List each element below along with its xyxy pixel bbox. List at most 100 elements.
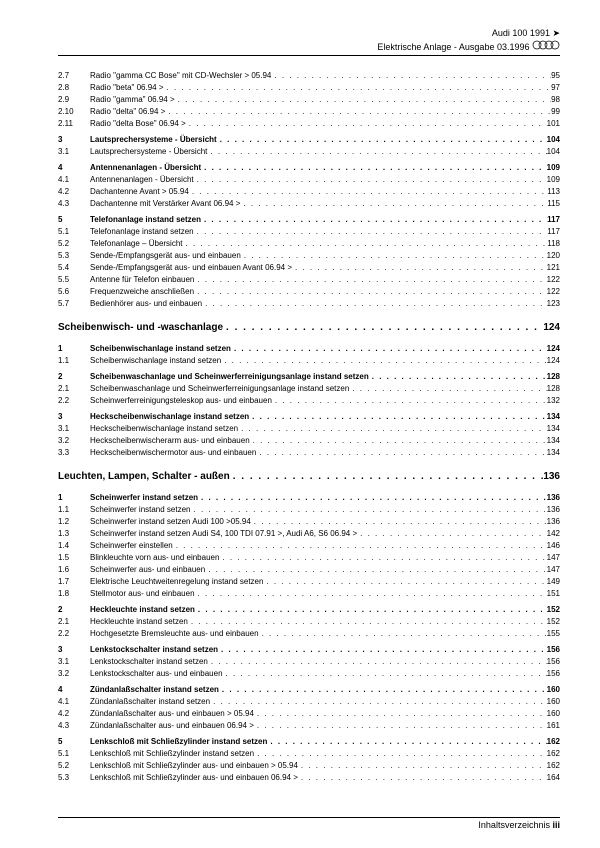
toc-dots: [223, 668, 547, 680]
toc-dots: [254, 748, 547, 760]
toc-number: 5.7: [58, 298, 90, 310]
toc-dots: [240, 198, 547, 210]
toc-row: 5.2Lenkschloß mit Schließzylinder aus- u…: [58, 760, 560, 772]
toc-dots: [292, 262, 547, 274]
toc-row: 1.8Stellmotor aus- und einbauen151: [58, 588, 560, 600]
toc-page: 128: [547, 371, 560, 383]
toc-page: 160: [547, 696, 560, 708]
toc-number: 5.3: [58, 250, 90, 262]
page-footer: Inhaltsverzeichnis iii: [58, 817, 560, 830]
toc-page: 113: [547, 186, 560, 198]
toc-row: 2Heckleuchte instand setzen152: [58, 604, 560, 616]
toc-dots: [369, 371, 547, 383]
toc-page: 155: [547, 628, 560, 640]
toc-title: Scheinwerfer instand setzen: [90, 504, 191, 516]
toc-title: Bedienhörer aus- und einbauen: [90, 298, 202, 310]
toc-number: 5: [58, 736, 90, 748]
toc-page: 156: [547, 668, 560, 680]
toc-dots: [175, 94, 551, 106]
toc-title: Zündanlaßschalter aus- und einbauen 06.9…: [90, 720, 254, 732]
toc-dots: [349, 383, 546, 395]
toc-dots: [195, 604, 547, 616]
toc-number: 4.1: [58, 696, 90, 708]
toc-title: Zündanlaßschalter instand setzen: [90, 696, 210, 708]
toc-title: Antennenanlagen - Übersicht: [90, 162, 201, 174]
toc-row: 4.3Zündanlaßschalter aus- und einbauen 0…: [58, 720, 560, 732]
toc-number: 1.8: [58, 588, 90, 600]
toc-page: 122: [547, 286, 560, 298]
toc-page: 151: [547, 588, 560, 600]
toc-number: 3.1: [58, 423, 90, 435]
toc-page: 128: [547, 383, 560, 395]
toc-title: Heckscheibenwischerarm aus- und einbauen: [90, 435, 250, 447]
toc-title: Lenkstockschalter instand setzen: [90, 656, 208, 668]
toc-title: Elektrische Leuchtweitenregelung instand…: [90, 576, 263, 588]
toc-row: 4Antennenanlagen - Übersicht109: [58, 162, 560, 174]
toc-row: 5.5Antenne für Telefon einbauen122: [58, 274, 560, 286]
toc-row: 3.1Heckscheibenwischanlage instand setze…: [58, 423, 560, 435]
toc-dots: [191, 504, 547, 516]
toc-number: 2.2: [58, 395, 90, 407]
toc-dots: [198, 492, 547, 504]
toc-number: 5.6: [58, 286, 90, 298]
toc-title: Blinkleuchte vorn aus- und einbauen: [90, 552, 219, 564]
toc-dots: [263, 576, 546, 588]
toc-row: 2.1Heckleuchte instand setzen152: [58, 616, 560, 628]
toc-dots: [249, 411, 546, 423]
toc-dots: [272, 395, 547, 407]
toc-page: 134: [547, 435, 560, 447]
toc-row: 2.11Radio "delta Bose" 06.94 >101: [58, 118, 560, 130]
toc-number: 3.1: [58, 146, 90, 158]
toc-title: Heckscheibenwischanlage instand setzen: [90, 423, 238, 435]
toc-dots: [189, 186, 547, 198]
toc-page: 132: [547, 395, 560, 407]
toc-page: 162: [547, 736, 560, 748]
toc-number: 3.3: [58, 447, 90, 459]
toc-number: 5.4: [58, 262, 90, 274]
toc-dots: [231, 343, 547, 355]
toc-row: 5.2Telefonanlage – Übersicht118: [58, 238, 560, 250]
toc-number: 3.1: [58, 656, 90, 668]
toc-dots: [219, 552, 546, 564]
toc-page: 117: [547, 226, 560, 238]
toc-number: 2.1: [58, 383, 90, 395]
toc-title: Lautsprechersysteme - Übersicht: [90, 146, 207, 158]
toc-title: Scheinwerfer instand setzen Audi S4, 100…: [90, 528, 357, 540]
toc-page: 134: [547, 411, 560, 423]
toc-number: 2.9: [58, 94, 90, 106]
toc-dots: [256, 447, 546, 459]
toc-page: 160: [547, 708, 560, 720]
toc-dots: [271, 70, 551, 82]
toc-row: 2.10Radio "delta" 06.94 >99: [58, 106, 560, 118]
toc-title: Scheinwerfer aus- und einbauen: [90, 564, 205, 576]
toc-number: 2.8: [58, 82, 90, 94]
toc-number: 2.10: [58, 106, 90, 118]
toc-dots: [210, 696, 547, 708]
toc-page: 115: [547, 198, 560, 210]
toc-title: Lenkschloß mit Schließzylinder aus- und …: [90, 772, 298, 784]
toc-row: 5.1Telefonanlage instand setzen117: [58, 226, 560, 238]
toc-number: 1.4: [58, 540, 90, 552]
footer-label: Inhaltsverzeichnis: [478, 820, 550, 830]
toc-number: 2.1: [58, 616, 90, 628]
toc-number: 2: [58, 604, 90, 616]
toc-number: 2: [58, 371, 90, 383]
toc-page: 149: [547, 576, 560, 588]
toc-row: 5.3Sende-/Empfangsgerät aus- und einbaue…: [58, 250, 560, 262]
toc-title: Radio "delta Bose" 06.94 >: [90, 118, 186, 130]
toc-page: 95: [551, 70, 560, 82]
toc-dots: [207, 146, 546, 158]
toc-dots: [238, 423, 547, 435]
toc-row: 5Telefonanlage instand setzen117: [58, 214, 560, 226]
toc-number: 3.2: [58, 668, 90, 680]
toc-dots: [195, 588, 547, 600]
toc-title: Sende-/Empfangsgerät aus- und einbauen A…: [90, 262, 292, 274]
toc-dots: [205, 564, 546, 576]
toc-title: Lenkstockschalter instand setzen: [90, 644, 218, 656]
toc-title: Scheinwerferreinigungsteleskop aus- und …: [90, 395, 272, 407]
toc-number: 1.1: [58, 355, 90, 367]
toc-row: 1.1Scheibenwischanlage instand setzen124: [58, 355, 560, 367]
toc-dots: [173, 540, 547, 552]
toc-number: 4.3: [58, 198, 90, 210]
toc-page: 109: [547, 162, 560, 174]
